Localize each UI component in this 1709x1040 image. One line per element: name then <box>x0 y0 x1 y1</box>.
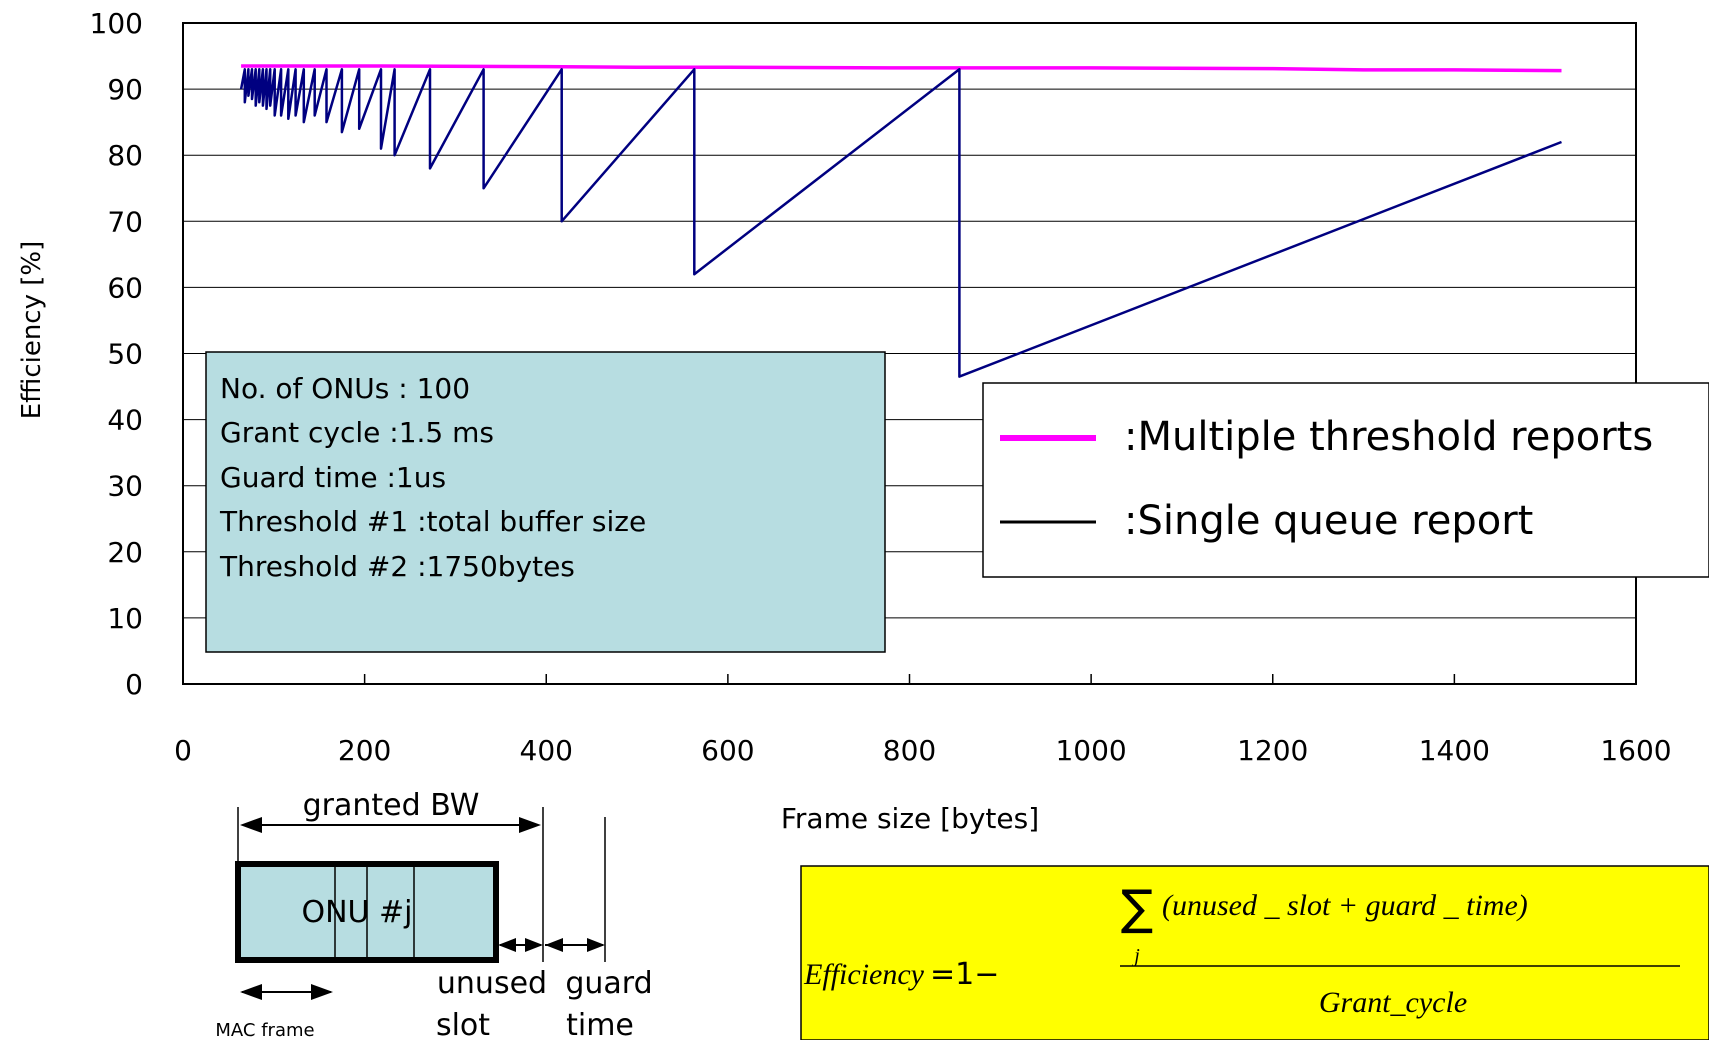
parameter-grant-cycle: Grant cycle :1.5 ms <box>220 416 494 449</box>
x-tick-label-0: 0 <box>174 734 192 767</box>
formula-numerator: (unused _ slot + guard _ time) <box>1162 889 1528 922</box>
legend-label-multiple: :Multiple threshold reports <box>1124 414 1653 460</box>
y-tick-labels: 0 10 20 30 40 50 60 70 80 90 100 <box>90 7 143 701</box>
mac-frame-label: MAC frame <box>215 1020 314 1040</box>
x-axis-label: Frame size [bytes] <box>781 802 1039 835</box>
parameter-onus: No. of ONUs : 100 <box>220 372 470 405</box>
y-tick-label-50: 50 <box>107 338 143 371</box>
y-tick-label-30: 30 <box>107 470 143 503</box>
unused-slot-arrow-left-head <box>498 938 516 952</box>
parameter-guard-time: Guard time :1us <box>220 461 446 494</box>
series-line-single-queue <box>241 69 1561 376</box>
guard-label-line-2: time <box>566 1008 634 1040</box>
mac-frame-arrow-right-head <box>311 984 333 1000</box>
series-line-multiple-threshold <box>241 66 1561 71</box>
unused-label-line-1: unused <box>437 966 547 1001</box>
granted-bw-label: granted BW <box>303 788 480 823</box>
formula-lhs: Efficiency <box>803 958 925 991</box>
y-tick-label-40: 40 <box>107 404 143 437</box>
parameter-threshold-1: Threshold #1 :total buffer size <box>219 505 646 538</box>
y-tick-label-0: 0 <box>125 668 143 701</box>
x-tick-marks <box>183 674 1636 684</box>
x-tick-label-1200: 1200 <box>1237 734 1308 767</box>
y-tick-label-20: 20 <box>107 536 143 569</box>
parameter-box: No. of ONUs : 100 Grant cycle :1.5 ms Gu… <box>206 352 885 652</box>
onu-label: ONU #j <box>301 895 412 930</box>
unused-label-line-2: slot <box>436 1008 490 1040</box>
formula-denominator: Grant_cycle <box>1319 986 1467 1019</box>
y-axis-label: Efficiency [%] <box>17 241 47 420</box>
y-tick-label-90: 90 <box>107 73 143 106</box>
legend: :Multiple threshold reports :Single queu… <box>983 383 1709 577</box>
formula-sum-symbol: ∑ <box>1121 880 1153 936</box>
x-tick-label-800: 800 <box>883 734 936 767</box>
x-tick-label-600: 600 <box>701 734 754 767</box>
guard-label-line-1: guard <box>565 966 652 1001</box>
x-tick-label-200: 200 <box>338 734 391 767</box>
granted-bw-arrow-left-head <box>240 817 262 833</box>
y-tick-label-100: 100 <box>90 7 143 40</box>
legend-label-single: :Single queue report <box>1124 498 1533 544</box>
grant-diagram: granted BW ONU #j MAC frame unused slot … <box>215 788 652 1040</box>
x-tick-label-1600: 1600 <box>1600 734 1671 767</box>
guard-time-arrow-right-head <box>587 938 605 952</box>
x-tick-label-400: 400 <box>520 734 573 767</box>
legend-box <box>983 383 1709 577</box>
mac-frame-arrow-left-head <box>240 984 262 1000</box>
formula-equals-one-minus: =1− <box>930 957 999 992</box>
x-tick-label-1000: 1000 <box>1055 734 1126 767</box>
efficiency-formula: Efficiency =1− ∑ j (unused _ slot + guar… <box>801 866 1709 1040</box>
y-tick-label-10: 10 <box>107 602 143 635</box>
guard-time-arrow-left-head <box>545 938 563 952</box>
y-tick-label-60: 60 <box>107 271 143 304</box>
parameter-threshold-2: Threshold #2 :1750bytes <box>219 550 575 583</box>
granted-bw-arrow-right-head <box>519 817 541 833</box>
unused-slot-arrow-right-head <box>525 938 543 952</box>
y-tick-label-80: 80 <box>107 139 143 172</box>
x-tick-label-1400: 1400 <box>1419 734 1490 767</box>
y-tick-label-70: 70 <box>107 205 143 238</box>
x-tick-labels: 0 200 400 600 800 1000 1200 1400 1600 <box>174 734 1672 767</box>
